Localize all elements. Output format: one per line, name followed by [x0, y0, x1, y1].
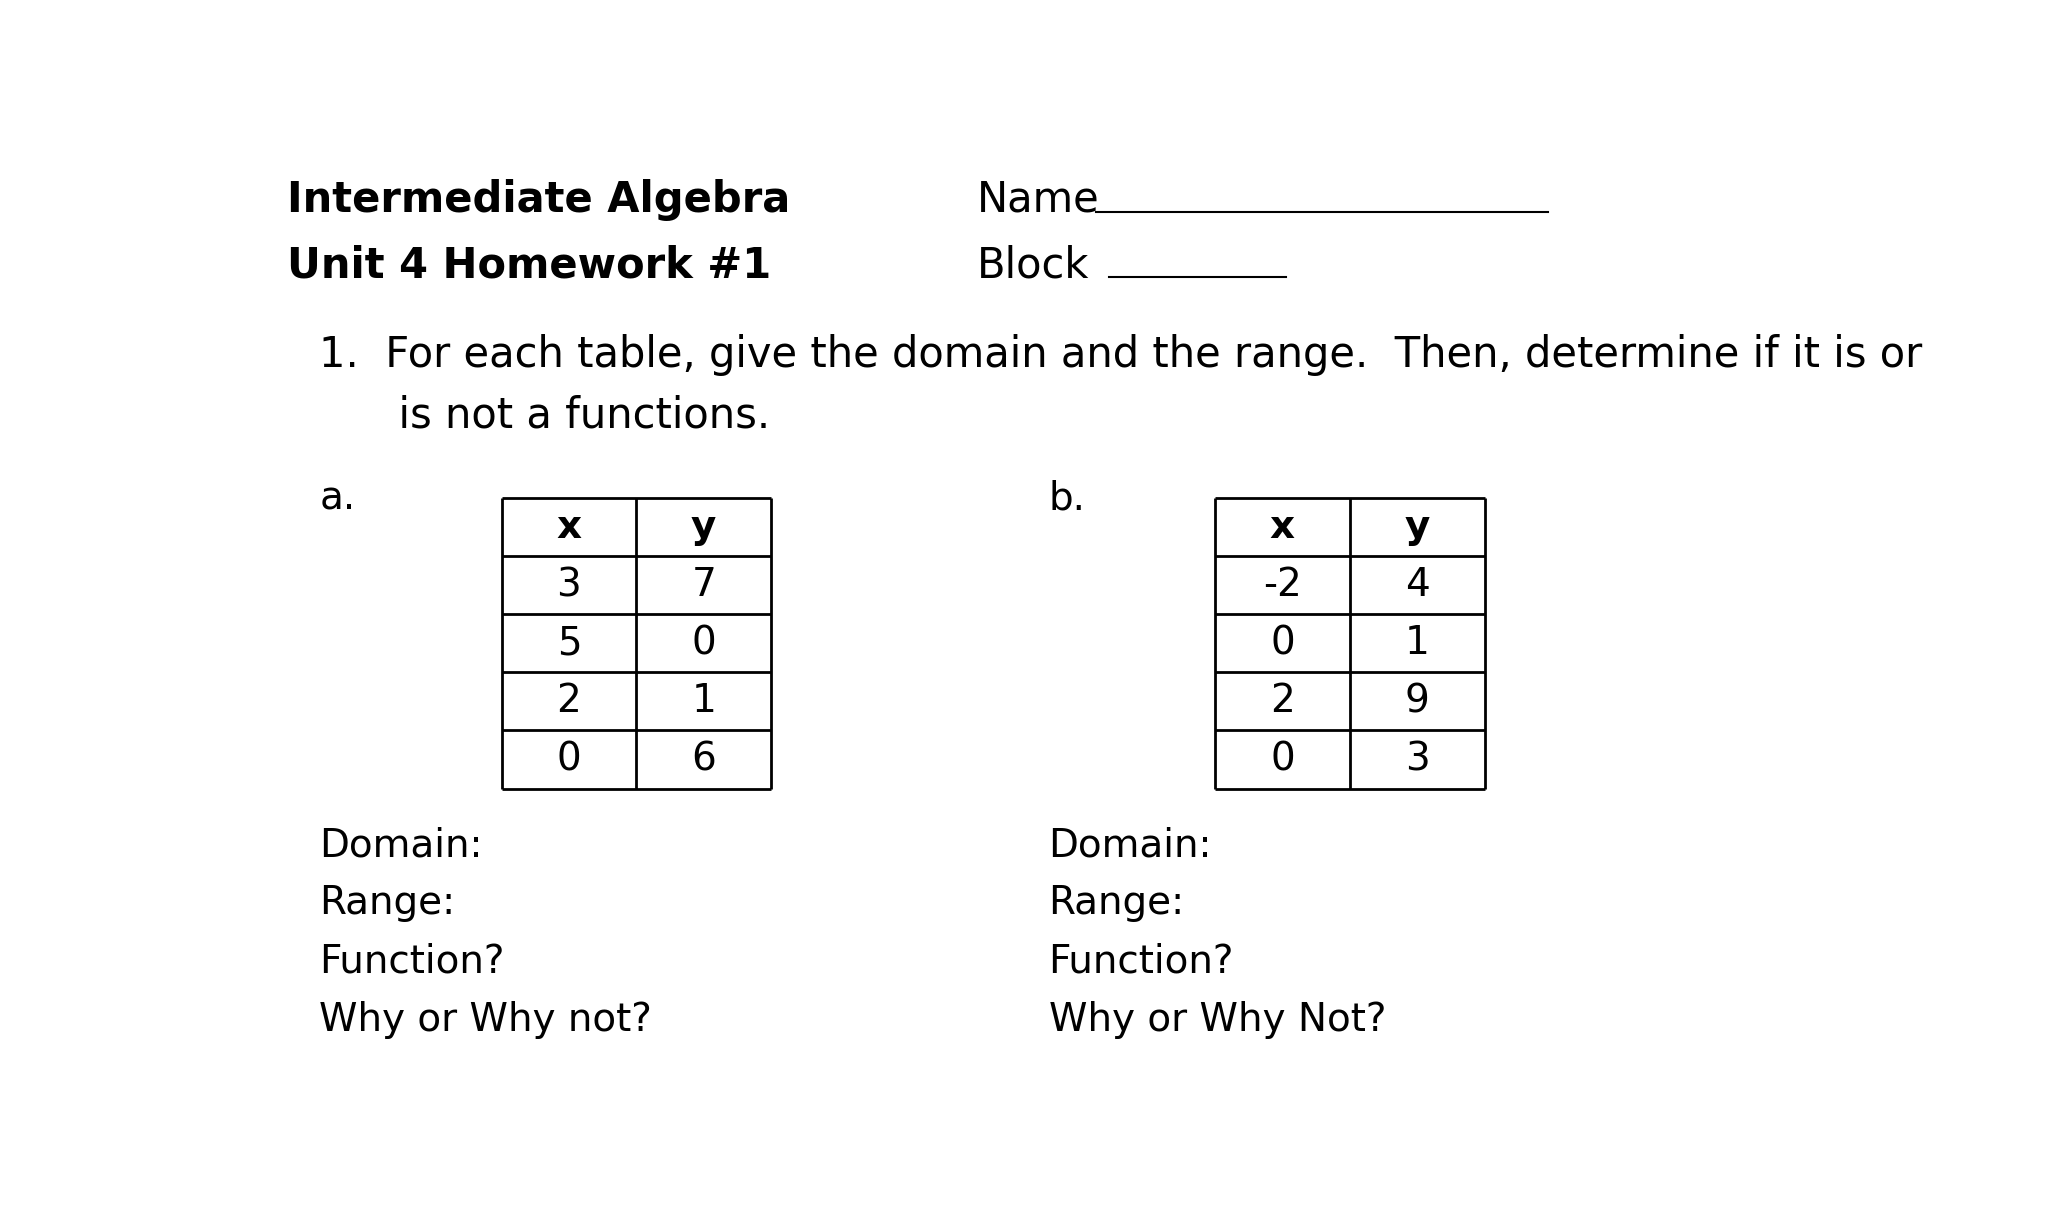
- Text: Range:: Range:: [319, 884, 456, 922]
- Text: Intermediate Algebra: Intermediate Algebra: [286, 179, 790, 220]
- Text: 4: 4: [1406, 566, 1430, 604]
- Text: Function?: Function?: [1050, 943, 1234, 980]
- Text: 0: 0: [692, 625, 716, 663]
- Text: Function?: Function?: [319, 943, 505, 980]
- Text: 5: 5: [557, 625, 581, 663]
- Text: -2: -2: [1262, 566, 1301, 604]
- Text: 0: 0: [1271, 741, 1295, 778]
- Text: Name: Name: [978, 179, 1101, 220]
- Text: 9: 9: [1406, 682, 1430, 720]
- Text: 3: 3: [1406, 741, 1430, 778]
- Text: x: x: [557, 508, 581, 546]
- Text: Unit 4 Homework #1: Unit 4 Homework #1: [286, 245, 771, 286]
- Text: Domain:: Domain:: [319, 826, 483, 864]
- Text: y: y: [692, 508, 716, 546]
- Text: is not a functions.: is not a functions.: [319, 395, 769, 437]
- Text: x: x: [1271, 508, 1295, 546]
- Text: y: y: [1404, 508, 1430, 546]
- Text: 7: 7: [692, 566, 716, 604]
- Text: Range:: Range:: [1050, 884, 1185, 922]
- Text: 1.  For each table, give the domain and the range.  Then, determine if it is or: 1. For each table, give the domain and t…: [319, 334, 1923, 375]
- Text: Why or Why Not?: Why or Why Not?: [1050, 1000, 1385, 1039]
- Text: 3: 3: [557, 566, 581, 604]
- Text: 1: 1: [1406, 625, 1430, 663]
- Text: Block: Block: [978, 245, 1091, 286]
- Text: 2: 2: [1271, 682, 1295, 720]
- Text: a.: a.: [319, 479, 356, 518]
- Text: Why or Why not?: Why or Why not?: [319, 1000, 653, 1039]
- Text: 0: 0: [557, 741, 581, 778]
- Text: b.: b.: [1050, 479, 1086, 518]
- Text: 6: 6: [692, 741, 716, 778]
- Text: Domain:: Domain:: [1050, 826, 1211, 864]
- Text: 2: 2: [557, 682, 581, 720]
- Text: 1: 1: [692, 682, 716, 720]
- Text: 0: 0: [1271, 625, 1295, 663]
